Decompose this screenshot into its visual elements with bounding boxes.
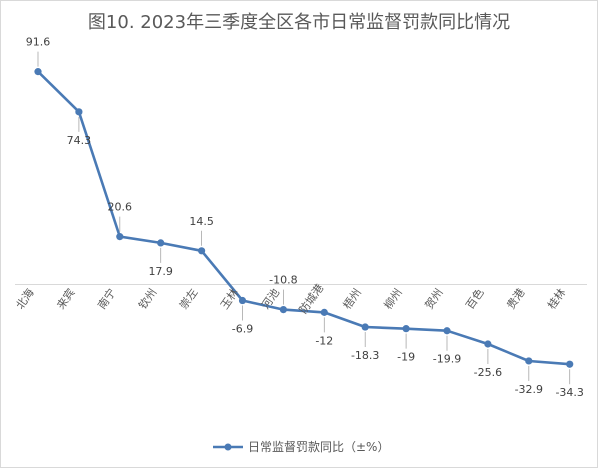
data-label: -18.3 (351, 349, 379, 362)
data-point (238, 296, 247, 305)
series-line (37, 70, 570, 366)
category-label: 北海 (13, 286, 37, 312)
category-label: 桂林 (544, 286, 568, 312)
series-line-layer (37, 70, 570, 366)
data-point (402, 325, 410, 333)
category-label: 贵港 (504, 286, 527, 311)
data-label: 17.9 (148, 265, 173, 278)
data-label: -34.3 (555, 386, 583, 399)
category-label: 来宾 (54, 286, 78, 312)
legend-marker-swatch (224, 443, 232, 451)
data-label: -10.8 (269, 274, 297, 287)
category-label: 南宁 (94, 286, 118, 312)
legend-entry: 日常监督罚款同比（±%） (248, 439, 389, 454)
data-point (34, 68, 42, 76)
data-point (157, 239, 165, 247)
data-point (443, 327, 451, 335)
chart-title: 图10. 2023年三季度全区各市日常监督罚款同比情况 (88, 12, 510, 33)
data-label: 14.5 (189, 215, 214, 228)
data-point (198, 247, 206, 255)
data-label: -32.9 (515, 383, 543, 396)
category-label: 贺州 (422, 286, 445, 311)
data-label: -25.6 (474, 366, 502, 379)
data-point (279, 305, 287, 314)
data-point (566, 360, 574, 368)
data-point (525, 357, 533, 365)
data-label: -19.9 (433, 353, 461, 366)
category-label: 玉林 (217, 286, 241, 312)
category-label: 崇左 (177, 286, 200, 311)
data-label: 91.6 (26, 36, 51, 49)
category-label: 百色 (463, 286, 487, 312)
data-point (361, 323, 369, 331)
data-label: -19 (397, 351, 415, 364)
data-point (75, 108, 83, 116)
data-labels-layer: 91.6 74.3 20.6 17.9 14.5 -6.9 -10.8 -12 -18.3 -19… (26, 36, 584, 400)
data-label: -12 (315, 334, 333, 347)
category-label: 梧州 (340, 286, 364, 312)
legend: 日常监督罚款同比（±%） (213, 439, 389, 454)
category-label: 柳州 (381, 286, 405, 312)
data-point (484, 340, 492, 348)
data-point (320, 308, 328, 316)
category-label: 钦州 (136, 286, 159, 311)
data-label: 20.6 (108, 201, 133, 214)
data-label: -6.9 (232, 323, 253, 336)
data-label: 74.3 (67, 134, 92, 147)
data-point (116, 233, 124, 241)
data-points-layer (34, 68, 574, 368)
